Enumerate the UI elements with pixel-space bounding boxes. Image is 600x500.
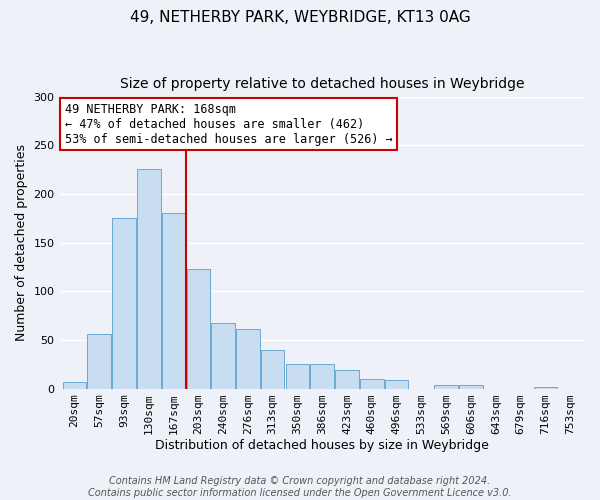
Bar <box>385 380 409 388</box>
Bar <box>261 350 284 389</box>
Bar <box>62 382 86 388</box>
Bar <box>360 379 383 388</box>
Bar <box>112 218 136 388</box>
Bar <box>162 212 185 388</box>
Title: Size of property relative to detached houses in Weybridge: Size of property relative to detached ho… <box>120 78 524 92</box>
Bar <box>211 324 235 388</box>
Text: 49 NETHERBY PARK: 168sqm
← 47% of detached houses are smaller (462)
53% of semi-: 49 NETHERBY PARK: 168sqm ← 47% of detach… <box>65 102 392 146</box>
Text: 49, NETHERBY PARK, WEYBRIDGE, KT13 0AG: 49, NETHERBY PARK, WEYBRIDGE, KT13 0AG <box>130 10 470 25</box>
Bar <box>236 330 260 388</box>
Bar <box>459 384 483 388</box>
Bar <box>187 269 210 388</box>
Y-axis label: Number of detached properties: Number of detached properties <box>15 144 28 341</box>
Text: Contains HM Land Registry data © Crown copyright and database right 2024.
Contai: Contains HM Land Registry data © Crown c… <box>88 476 512 498</box>
Bar <box>88 334 111 388</box>
Bar <box>310 364 334 388</box>
X-axis label: Distribution of detached houses by size in Weybridge: Distribution of detached houses by size … <box>155 440 489 452</box>
Bar <box>137 169 161 388</box>
Bar <box>286 364 309 388</box>
Bar <box>434 384 458 388</box>
Bar <box>533 386 557 388</box>
Bar <box>335 370 359 388</box>
